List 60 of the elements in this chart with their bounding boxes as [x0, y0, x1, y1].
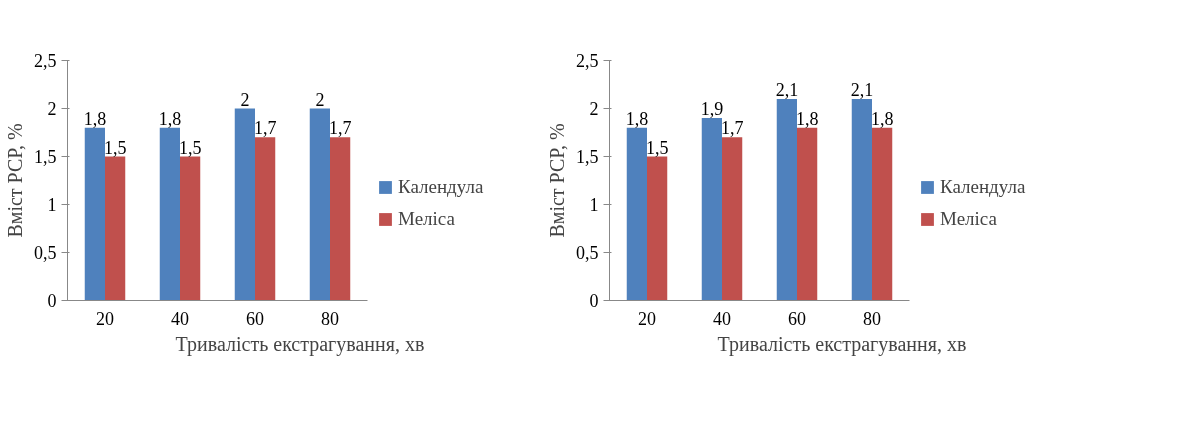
bar: [797, 127, 818, 301]
data-label: 1,7: [720, 118, 744, 139]
data-label: 1,5: [645, 137, 669, 158]
x-tick-label: 40: [171, 308, 189, 329]
data-label: 1,8: [83, 108, 107, 129]
data-label: 1,5: [178, 137, 202, 158]
bar: [776, 98, 797, 301]
bar: [626, 127, 647, 301]
y-tick-label: 0: [589, 291, 599, 311]
x-tick-label: 20: [96, 308, 114, 329]
data-label: 2,1: [775, 79, 799, 100]
x-tick-label: 40: [713, 308, 731, 329]
data-label: 1,5: [103, 137, 127, 158]
data-label: 2: [315, 89, 325, 110]
y-tick-label: 0,5: [576, 243, 599, 263]
data-label: 1,8: [158, 108, 182, 129]
bar: [105, 156, 126, 301]
x-tick-label: 20: [638, 308, 656, 329]
data-label: 1,8: [870, 108, 894, 129]
y-axis-title: Вміст РСР, %: [546, 123, 568, 238]
data-label: 2: [240, 89, 250, 110]
data-label: 1,8: [625, 108, 649, 129]
y-tick-label: 1,5: [576, 147, 599, 167]
bar: [84, 127, 105, 301]
bar: [647, 156, 668, 301]
bar: [872, 127, 893, 301]
data-label: 2,1: [850, 79, 874, 100]
legend-label: Календула: [398, 176, 484, 198]
y-tick-label: 1: [589, 195, 599, 215]
y-tick-label: 2,5: [34, 51, 57, 71]
y-tick-label: 1: [47, 195, 57, 215]
x-axis-title: Тривалість екстрагування, хв: [175, 332, 425, 356]
bar: [851, 98, 872, 301]
x-tick-label: 60: [246, 308, 264, 329]
y-axis-title: Вміст РСР, %: [4, 123, 26, 238]
data-label: 1,7: [328, 118, 352, 139]
y-tick-label: 0: [47, 291, 57, 311]
legend-label: Меліса: [940, 208, 997, 230]
data-label: 1,9: [700, 99, 724, 120]
y-tick-label: 2: [589, 99, 599, 119]
x-tick-label: 80: [321, 308, 339, 329]
bar: [701, 118, 722, 301]
legend-label: Меліса: [398, 208, 455, 230]
data-label: 1,8: [795, 108, 819, 129]
bar: [255, 137, 276, 301]
bar: [309, 108, 330, 301]
x-tick-label: 60: [788, 308, 806, 329]
bar: [330, 137, 351, 301]
legend-label: Календула: [940, 176, 1026, 198]
bar: [180, 156, 201, 301]
bar: [159, 127, 180, 301]
y-tick-label: 0,5: [34, 243, 57, 263]
y-tick-label: 2: [47, 99, 57, 119]
x-tick-label: 80: [863, 308, 881, 329]
bar: [234, 108, 255, 301]
y-tick-label: 1,5: [34, 147, 57, 167]
bar: [722, 137, 743, 301]
y-tick-label: 2,5: [576, 51, 599, 71]
x-axis-title: Тривалість екстрагування, хв: [717, 332, 967, 356]
data-label: 1,7: [253, 118, 277, 139]
